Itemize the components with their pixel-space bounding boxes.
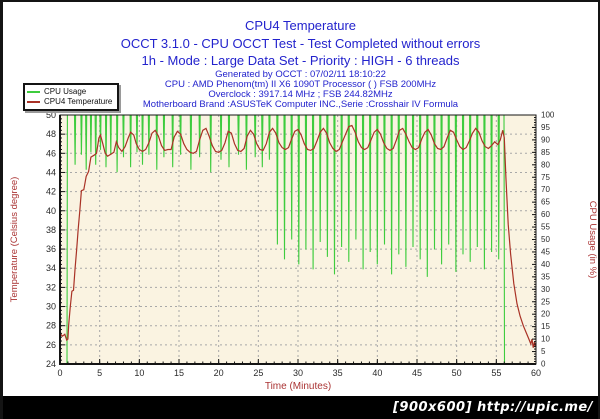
x-tick-label: 50 [452,368,462,378]
y-right-axis-title: CPU Usage (in %) [587,201,598,279]
y-right-tick-label: 60 [541,210,550,219]
x-tick-label: 5 [97,368,102,378]
y-right-tick-label: 5 [541,347,546,356]
y-right-tick-label: 75 [541,173,550,182]
chart-title-block: CPU4 Temperature OCCT 3.1.0 - CPU OCCT T… [3,17,598,70]
y-right-tick-label: 95 [541,123,550,132]
y-right-tick-label: 85 [541,148,550,157]
y-right-tick-label: 35 [541,272,550,281]
y-left-tick-label: 30 [46,302,56,312]
legend-item-cpu4-temperature: CPU4 Temperature [27,97,112,107]
y-left-tick-label: 28 [46,321,56,331]
y-left-tick-label: 36 [46,244,56,254]
temperature-line-swatch [27,101,40,103]
x-tick-label: 10 [134,368,144,378]
y-left-tick-label: 46 [46,148,56,158]
y-right-tick-label: 50 [541,235,550,244]
y-left-tick-label: 32 [46,282,56,292]
x-tick-label: 55 [491,368,501,378]
y-left-tick-label: 48 [46,129,56,139]
y-right-tick-label: 20 [541,310,550,319]
y-left-axis-title: Temperature (Celsius degree) [9,177,20,303]
y-left-tick-label: 42 [46,187,56,197]
y-left-tick-label: 34 [46,263,56,273]
y-right-tick-label: 55 [541,223,550,232]
y-right-tick-label: 100 [541,111,555,120]
y-right-tick-label: 40 [541,260,550,269]
y-right-tick-label: 10 [541,335,550,344]
watermark-bar: [900x600] http://upic.me/ [3,396,598,419]
overclock-info: Overclock : 3917.14 MHz ; FSB 244.82MHz [208,89,393,100]
x-tick-label: 25 [253,368,263,378]
y-right-tick-label: 65 [541,198,550,207]
y-left-tick-label: 50 [46,110,56,120]
y-left-tick-label: 24 [46,359,56,369]
x-tick-label: 15 [174,368,184,378]
cpu4-temperature-line [59,124,537,348]
watermark-text: [900x600] http://upic.me/ [392,400,593,415]
x-tick-label: 45 [412,368,422,378]
test-mode-line: 1h - Mode : Large Data Set - Priority : … [141,53,460,68]
x-tick-label: 40 [372,368,382,378]
x-tick-label: 60 [531,368,541,378]
y-right-tick-label: 30 [541,285,550,294]
cpu-usage-line-swatch [27,91,40,93]
y-right-tick-label: 0 [541,360,546,369]
y-right-tick-label: 80 [541,160,550,169]
y-right-tick-label: 90 [541,135,550,144]
cpu-info: CPU : AMD Phenom(tm) II X6 1090T Process… [164,79,437,90]
page-title: CPU4 Temperature [244,18,357,33]
y-right-tick-label: 25 [541,297,550,306]
generated-timestamp: Generated by OCCT : 07/02/11 18:10:22 [215,69,386,80]
y-left-tick-label: 38 [46,225,56,235]
system-info-block: Generated by OCCT : 07/02/11 18:10:22 CP… [3,70,598,110]
temperature-cpu-usage-chart: 2426283032343638404244464850051015202530… [9,110,598,392]
y-left-tick-label: 26 [46,340,56,350]
x-tick-label: 0 [57,368,62,378]
legend-label-cpu-usage: CPU Usage [44,87,87,96]
x-tick-label: 35 [333,368,343,378]
y-right-tick-label: 15 [541,322,550,331]
y-left-tick-label: 40 [46,206,56,216]
legend-label-cpu4-temperature: CPU4 Temperature [44,97,113,106]
x-tick-label: 20 [214,368,224,378]
legend-item-cpu-usage: CPU Usage [27,87,112,97]
y-left-tick-label: 44 [46,167,56,177]
x-tick-label: 30 [293,368,303,378]
motherboard-info: Motherboard Brand :ASUSTeK Computer INC.… [142,99,459,110]
test-result-line: OCCT 3.1.0 - CPU OCCT Test - Test Comple… [120,35,481,51]
y-right-tick-label: 70 [541,185,550,194]
x-axis-title: Time (Minutes) [265,381,331,392]
y-right-tick-label: 45 [541,247,550,256]
chart-legend: CPU Usage CPU4 Temperature [23,83,120,111]
